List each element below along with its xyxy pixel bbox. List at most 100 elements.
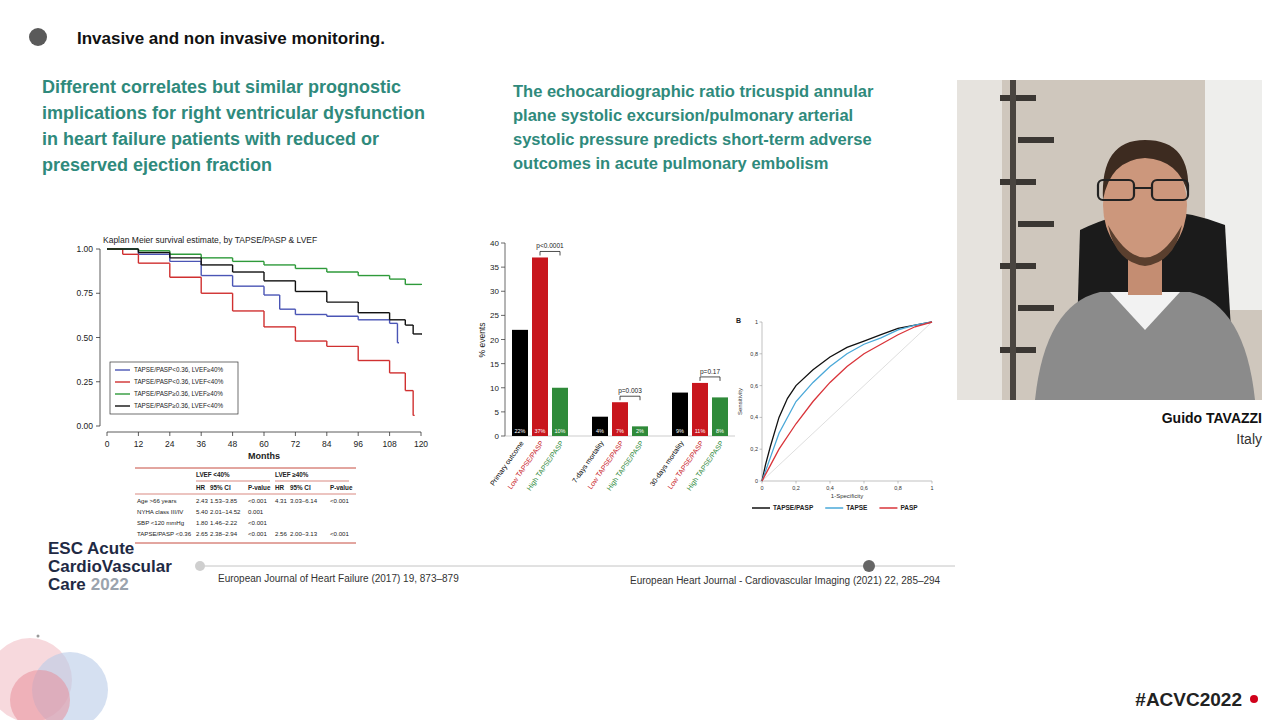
cell: TAPSE/PASP <0.36 xyxy=(137,530,192,537)
roc-curve xyxy=(762,322,932,481)
column-header: HR xyxy=(275,484,285,491)
column-header: P-value xyxy=(330,484,353,491)
logo: CardioVascular xyxy=(48,557,172,576)
column-header: P-value xyxy=(248,484,271,491)
y-tick xyxy=(96,426,100,427)
step-drop xyxy=(232,265,233,272)
column-header: 95% CI xyxy=(290,484,311,491)
p-bracket xyxy=(620,396,640,400)
km-step xyxy=(170,254,201,255)
km-step xyxy=(138,252,169,253)
group-header: LVEF ≥40% xyxy=(275,471,309,478)
y-tick-label: 0 xyxy=(495,432,500,441)
legend-label: TAPSE/PASP<0.36, LVEF<40% xyxy=(134,378,224,385)
cell: SBP <120 mmHg xyxy=(137,519,184,526)
roc-curve xyxy=(762,322,932,481)
glasses xyxy=(1134,187,1152,189)
step-drop xyxy=(263,272,264,281)
cell: 1.80 xyxy=(196,519,208,526)
km-step xyxy=(264,294,280,295)
km-step xyxy=(170,277,201,278)
km-step xyxy=(107,248,138,249)
header: Invasive and non invasive monitoring. xyxy=(77,29,385,48)
cell: NYHA class III/IV xyxy=(137,508,184,515)
km-step xyxy=(390,319,406,320)
citation: European Journal of Heart Failure (2017)… xyxy=(218,573,459,584)
x-tick-label: 96 xyxy=(353,439,363,449)
data-label: 8% xyxy=(716,428,724,434)
x-tick-label: 0,2 xyxy=(792,485,800,491)
column-header: HR xyxy=(196,484,206,491)
roc-lines xyxy=(762,322,932,481)
cell: 0.001 xyxy=(248,508,264,515)
km-step xyxy=(358,275,389,276)
sweater xyxy=(1035,292,1255,400)
km-step xyxy=(327,316,358,317)
data-label: 37% xyxy=(534,428,545,434)
video-bg xyxy=(957,80,1002,400)
x-tick xyxy=(169,432,170,436)
x-tick-label: 24 xyxy=(165,439,175,449)
bar xyxy=(552,388,568,436)
y-tick-label: 0.25 xyxy=(76,377,93,387)
km-step xyxy=(397,342,399,343)
timeline xyxy=(200,566,955,567)
legend-swatch xyxy=(115,405,130,406)
x-tick xyxy=(295,432,296,436)
km-step xyxy=(295,340,326,341)
y-axis-label: % events xyxy=(477,323,487,358)
step-drop xyxy=(405,320,406,325)
glasses xyxy=(1152,180,1188,200)
step-drop xyxy=(138,254,139,263)
y-tick xyxy=(760,417,763,418)
y-tick-label: 0.75 xyxy=(76,288,93,298)
step-drop xyxy=(232,276,233,287)
y-tick xyxy=(501,243,505,244)
y-tick-label: 0,2 xyxy=(750,446,758,452)
km-step xyxy=(295,268,326,269)
x-tick xyxy=(326,432,327,436)
step-drop xyxy=(397,323,398,342)
x-tick-label: 0 xyxy=(760,485,763,491)
x-tick-label: 120 xyxy=(414,439,428,449)
x-tick-label: High TAPSE/PASP xyxy=(525,439,565,492)
legend-box xyxy=(110,362,238,414)
y-tick-label: 1 xyxy=(755,319,758,325)
p-bracket xyxy=(540,251,560,255)
y-tick xyxy=(96,293,100,294)
y-tick-label: 10 xyxy=(490,384,499,393)
left-title: Different correlates but similar prognos… xyxy=(42,77,401,97)
y-tick xyxy=(501,267,505,268)
bar xyxy=(592,417,608,436)
km-step xyxy=(390,278,406,279)
y-tick xyxy=(96,381,100,382)
x-tick xyxy=(762,481,763,484)
y-tick-label: 30 xyxy=(490,287,499,296)
km-step xyxy=(280,308,296,309)
step-drop xyxy=(138,249,139,254)
glasses xyxy=(1098,180,1134,200)
speaker-name: Guido TAVAZZI xyxy=(1162,410,1262,426)
km-step xyxy=(327,301,358,302)
data-label: 4% xyxy=(596,428,604,434)
km-step xyxy=(233,285,264,286)
deco xyxy=(37,635,40,638)
km-step xyxy=(201,293,232,294)
step-drop xyxy=(279,295,280,309)
km-step xyxy=(413,333,421,334)
y-tick-label: 20 xyxy=(490,336,499,345)
video-bg xyxy=(1018,221,1054,227)
cell: 2.01–14.52 xyxy=(210,508,241,515)
km-step xyxy=(170,257,201,258)
data-label: 10% xyxy=(554,428,565,434)
data-label: 2% xyxy=(636,428,644,434)
legend-swatch xyxy=(825,507,843,509)
x-tick-label: Low TAPSE/PASP xyxy=(506,439,545,490)
step-drop xyxy=(326,341,327,346)
timeline-dot xyxy=(195,561,205,571)
y-tick xyxy=(501,291,505,292)
bar xyxy=(612,402,628,436)
y-tick xyxy=(760,449,763,450)
y-tick-label: 0.00 xyxy=(76,421,93,431)
cell: 5.40 xyxy=(196,508,208,515)
